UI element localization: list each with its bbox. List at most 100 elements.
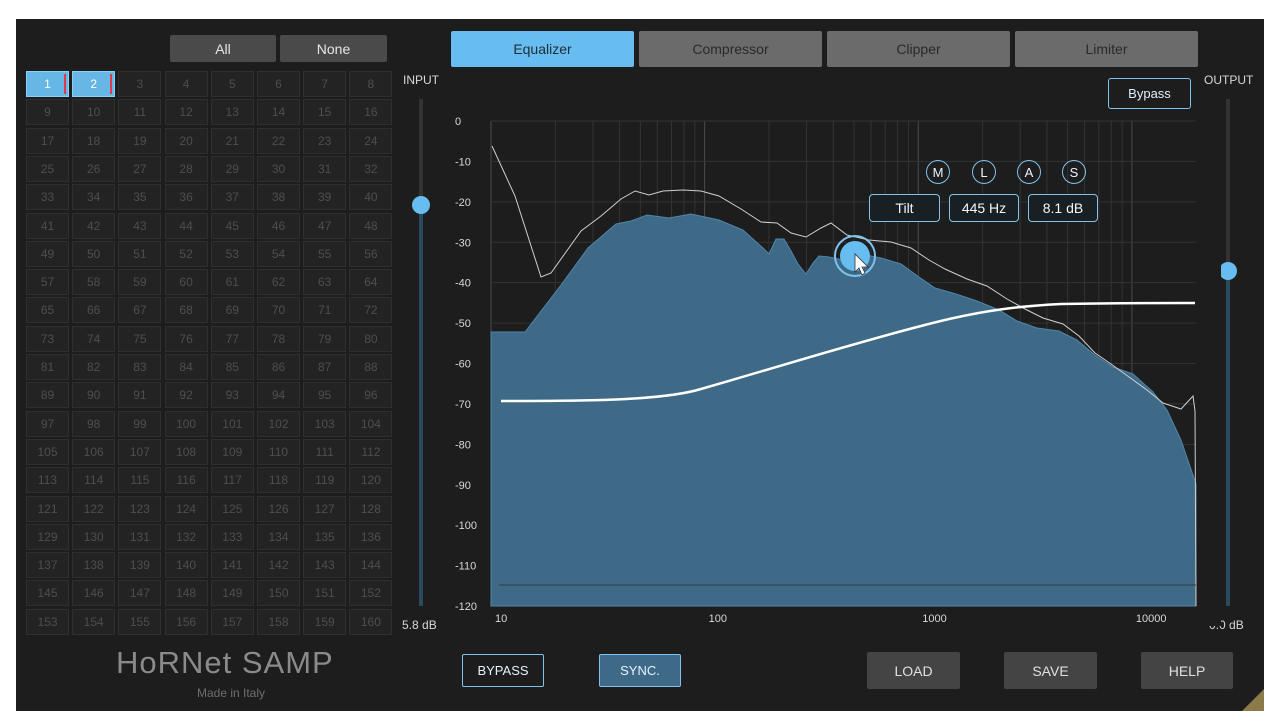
output-slider[interactable]	[1219, 99, 1237, 606]
channel-button[interactable]: 131	[118, 523, 162, 550]
channel-button[interactable]: 51	[118, 240, 162, 267]
channel-button[interactable]: 113	[26, 467, 69, 494]
channel-button[interactable]: 128	[349, 495, 393, 522]
channel-button[interactable]: 2	[72, 71, 116, 97]
channel-button[interactable]: 122	[72, 495, 116, 522]
channel-button[interactable]: 158	[257, 608, 300, 635]
channel-button[interactable]: 22	[257, 127, 300, 154]
channel-button[interactable]: 90	[72, 382, 116, 409]
channel-button[interactable]: 153	[26, 608, 69, 635]
output-slider-handle[interactable]	[1219, 262, 1237, 281]
channel-button[interactable]: 31	[303, 155, 347, 182]
channel-button[interactable]: 83	[118, 354, 162, 380]
channel-button[interactable]: 45	[210, 212, 254, 239]
channel-button[interactable]: 91	[118, 382, 162, 409]
channel-button[interactable]: 105	[26, 438, 69, 465]
channel-button[interactable]: 103	[303, 410, 347, 437]
channel-button[interactable]: 23	[303, 127, 347, 154]
channel-button[interactable]: 30	[257, 155, 300, 182]
channel-button[interactable]: 87	[303, 354, 347, 380]
input-slider[interactable]	[412, 99, 430, 606]
channel-button[interactable]: 36	[164, 184, 208, 211]
channel-button[interactable]: 139	[118, 552, 162, 579]
channel-button[interactable]: 46	[257, 212, 300, 239]
channel-button[interactable]: 140	[164, 552, 208, 579]
channel-button[interactable]: 148	[164, 580, 208, 607]
channel-button[interactable]: 123	[118, 495, 162, 522]
channel-button[interactable]: 132	[164, 523, 208, 550]
channel-button[interactable]: 72	[349, 297, 393, 324]
channel-button[interactable]: 117	[210, 467, 254, 494]
channel-button[interactable]: 20	[164, 127, 208, 154]
channel-button[interactable]: 149	[210, 580, 254, 607]
channel-button[interactable]: 55	[303, 240, 347, 267]
channel-button[interactable]: 112	[349, 438, 393, 465]
select-all-button[interactable]: All	[170, 35, 276, 62]
channel-button[interactable]: 116	[164, 467, 208, 494]
graph-bypass-button[interactable]: Bypass	[1108, 78, 1191, 109]
channel-button[interactable]: 147	[118, 580, 162, 607]
channel-button[interactable]: 69	[210, 297, 254, 324]
channel-button[interactable]: 107	[118, 438, 162, 465]
band-gain-field[interactable]: 8.1 dB	[1028, 194, 1098, 222]
channel-button[interactable]: 160	[349, 608, 393, 635]
channel-button[interactable]: 119	[303, 467, 347, 494]
channel-button[interactable]: 79	[303, 325, 347, 352]
channel-button[interactable]: 11	[118, 99, 162, 126]
channel-button[interactable]: 3	[118, 71, 162, 97]
channel-button[interactable]: 33	[26, 184, 69, 211]
channel-button[interactable]: 108	[164, 438, 208, 465]
channel-button[interactable]: 52	[164, 240, 208, 267]
channel-button[interactable]: 35	[118, 184, 162, 211]
channel-button[interactable]: 18	[72, 127, 116, 154]
channel-button[interactable]: 56	[349, 240, 393, 267]
channel-button[interactable]: 10	[72, 99, 116, 126]
channel-button[interactable]: 127	[303, 495, 347, 522]
channel-button[interactable]: 43	[118, 212, 162, 239]
tab-clipper[interactable]: Clipper	[827, 31, 1010, 67]
channel-button[interactable]: 77	[210, 325, 254, 352]
channel-button[interactable]: 102	[257, 410, 300, 437]
channel-button[interactable]: 95	[303, 382, 347, 409]
channel-button[interactable]: 25	[26, 155, 69, 182]
channel-button[interactable]: 12	[164, 99, 208, 126]
channel-button[interactable]: 150	[257, 580, 300, 607]
channel-button[interactable]: 60	[164, 269, 208, 296]
channel-button[interactable]: 47	[303, 212, 347, 239]
channel-button[interactable]: 27	[118, 155, 162, 182]
channel-button[interactable]: 124	[164, 495, 208, 522]
channel-button[interactable]: 7	[303, 71, 347, 97]
channel-button[interactable]: 6	[257, 71, 300, 97]
channel-button[interactable]: 26	[72, 155, 116, 182]
channel-button[interactable]: 34	[72, 184, 116, 211]
channel-button[interactable]: 66	[72, 297, 116, 324]
channel-button[interactable]: 99	[118, 410, 162, 437]
channel-button[interactable]: 109	[210, 438, 254, 465]
channel-button[interactable]: 21	[210, 127, 254, 154]
channel-button[interactable]: 146	[72, 580, 116, 607]
channel-button[interactable]: 125	[210, 495, 254, 522]
save-button[interactable]: SAVE	[1004, 652, 1097, 689]
band-frequency-field[interactable]: 445 Hz	[949, 194, 1019, 222]
channel-button[interactable]: 86	[257, 354, 300, 380]
channel-button[interactable]: 110	[257, 438, 300, 465]
channel-button[interactable]: 41	[26, 212, 69, 239]
channel-button[interactable]: 82	[72, 354, 116, 380]
channel-button[interactable]: 98	[72, 410, 116, 437]
channel-button[interactable]: 48	[349, 212, 393, 239]
channel-button[interactable]: 29	[210, 155, 254, 182]
channel-button[interactable]: 135	[303, 523, 347, 550]
channel-button[interactable]: 96	[349, 382, 393, 409]
channel-button[interactable]: 142	[257, 552, 300, 579]
channel-button[interactable]: 37	[210, 184, 254, 211]
channel-button[interactable]: 126	[257, 495, 300, 522]
channel-button[interactable]: 74	[72, 325, 116, 352]
channel-button[interactable]: 19	[118, 127, 162, 154]
tab-compressor[interactable]: Compressor	[639, 31, 822, 67]
channel-button[interactable]: 1	[26, 71, 69, 97]
channel-button[interactable]: 67	[118, 297, 162, 324]
channel-button[interactable]: 39	[303, 184, 347, 211]
tab-equalizer[interactable]: Equalizer	[451, 31, 634, 67]
help-button[interactable]: HELP	[1141, 652, 1233, 689]
channel-button[interactable]: 16	[349, 99, 393, 126]
